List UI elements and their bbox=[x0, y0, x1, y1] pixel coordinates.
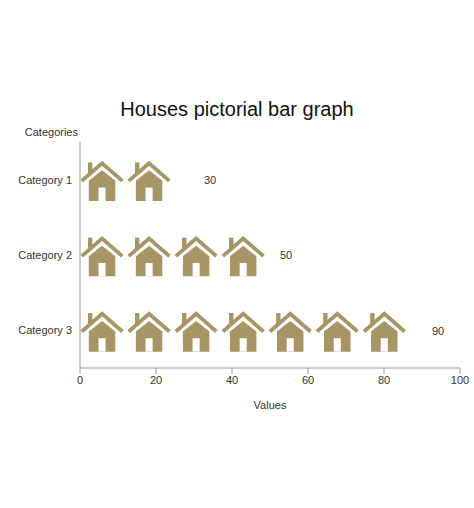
svg-text:30: 30 bbox=[204, 174, 216, 186]
html-text:Categories: Categories bbox=[24, 126, 78, 138]
svg-text:0: 0 bbox=[77, 374, 83, 386]
svg-text:100: 100 bbox=[451, 374, 466, 386]
html-text:Houses pictorial bar graph: Houses pictorial bar graph bbox=[120, 98, 354, 120]
svg-text:60: 60 bbox=[302, 374, 314, 386]
svg-text:Values: Values bbox=[254, 399, 287, 411]
svg-text:50: 50 bbox=[280, 249, 292, 261]
svg-text:90: 90 bbox=[432, 325, 444, 337]
svg-text:80: 80 bbox=[378, 374, 390, 386]
svg-text:20: 20 bbox=[150, 374, 162, 386]
svg-text:Category 2: Category 2 bbox=[18, 249, 72, 261]
svg-text:40: 40 bbox=[226, 374, 238, 386]
svg-text:Category 3: Category 3 bbox=[18, 324, 72, 336]
svg-text:Category 1: Category 1 bbox=[18, 174, 72, 186]
